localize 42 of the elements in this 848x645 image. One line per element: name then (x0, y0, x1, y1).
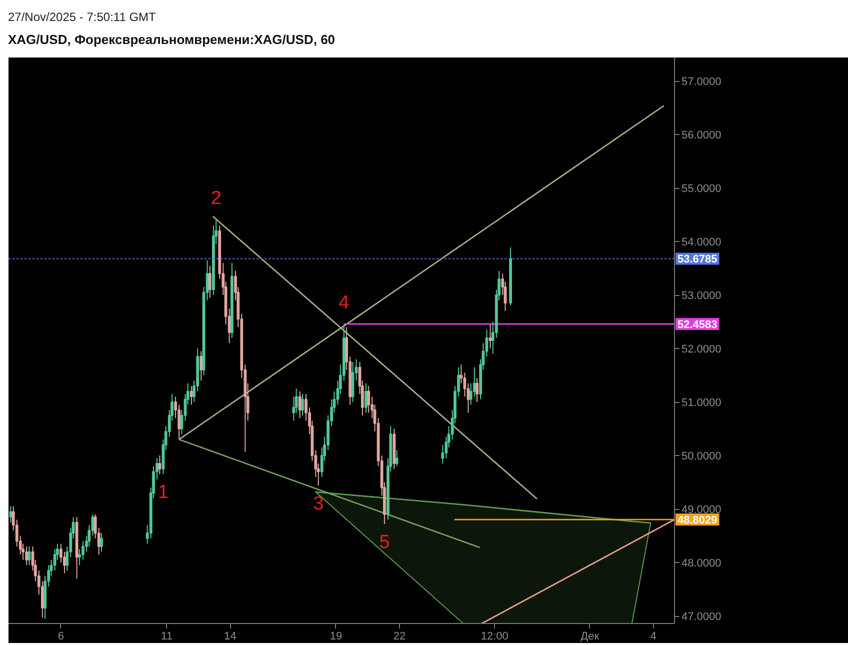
candlestick (488, 324, 492, 350)
y-tick-label: 54.0000 (682, 236, 722, 249)
y-tick-label: 53.0000 (682, 290, 722, 302)
y-tick-label: 47.0000 (682, 611, 722, 624)
annotation: 5 (379, 532, 390, 553)
line-series (314, 491, 652, 524)
candlestick (395, 450, 398, 467)
chart-title: XAG/USD, Форексвреальномвремени:XAG/USD, 60 (8, 31, 336, 49)
text: 27/Nov/2025 - 7:50:11 GMT (8, 9, 157, 26)
x-tick-label: 6 (58, 630, 64, 642)
candlestick (301, 393, 304, 416)
y-tick-label: 51.0000 (682, 397, 722, 410)
candlestick (208, 265, 212, 298)
annotation: 3 (313, 493, 324, 514)
data-label: 52.4583 (678, 319, 718, 332)
annotation: 2 (210, 188, 222, 210)
candlestick (364, 382, 368, 414)
candlestick (158, 455, 162, 475)
candlestick (100, 532, 103, 552)
y-tick-label: 55.0000 (682, 183, 722, 196)
ref-line-label: 53.6785 (678, 254, 718, 266)
x-tick-label: 22 (393, 630, 406, 642)
x-tick-label: 11 (161, 630, 172, 642)
x-tick-label: 14 (224, 630, 236, 642)
candlestick (298, 390, 302, 419)
y-tick-label: 56.0000 (682, 130, 722, 142)
annotation: 4 (338, 292, 350, 314)
y-tick-label: 50.0000 (682, 450, 722, 463)
y-tick-label: 48.0000 (682, 558, 722, 570)
y-tick-label: 52.0000 (682, 344, 722, 356)
y-tick-label: 57.0000 (682, 76, 722, 88)
annotation: 1 (158, 482, 169, 504)
y-tick-label: 49.0000 (682, 504, 722, 516)
x-tick-label: 12:00 (480, 630, 508, 642)
candlestick (200, 350, 203, 382)
x-tick-label: 19 (330, 630, 342, 642)
data-label: 48.8029 (678, 514, 718, 527)
candlestick (476, 377, 478, 403)
x-tick-label: 4 (650, 630, 656, 642)
candlestick (25, 546, 28, 566)
x-tick-label: Дек (580, 630, 600, 642)
candlestick (9, 506, 12, 523)
